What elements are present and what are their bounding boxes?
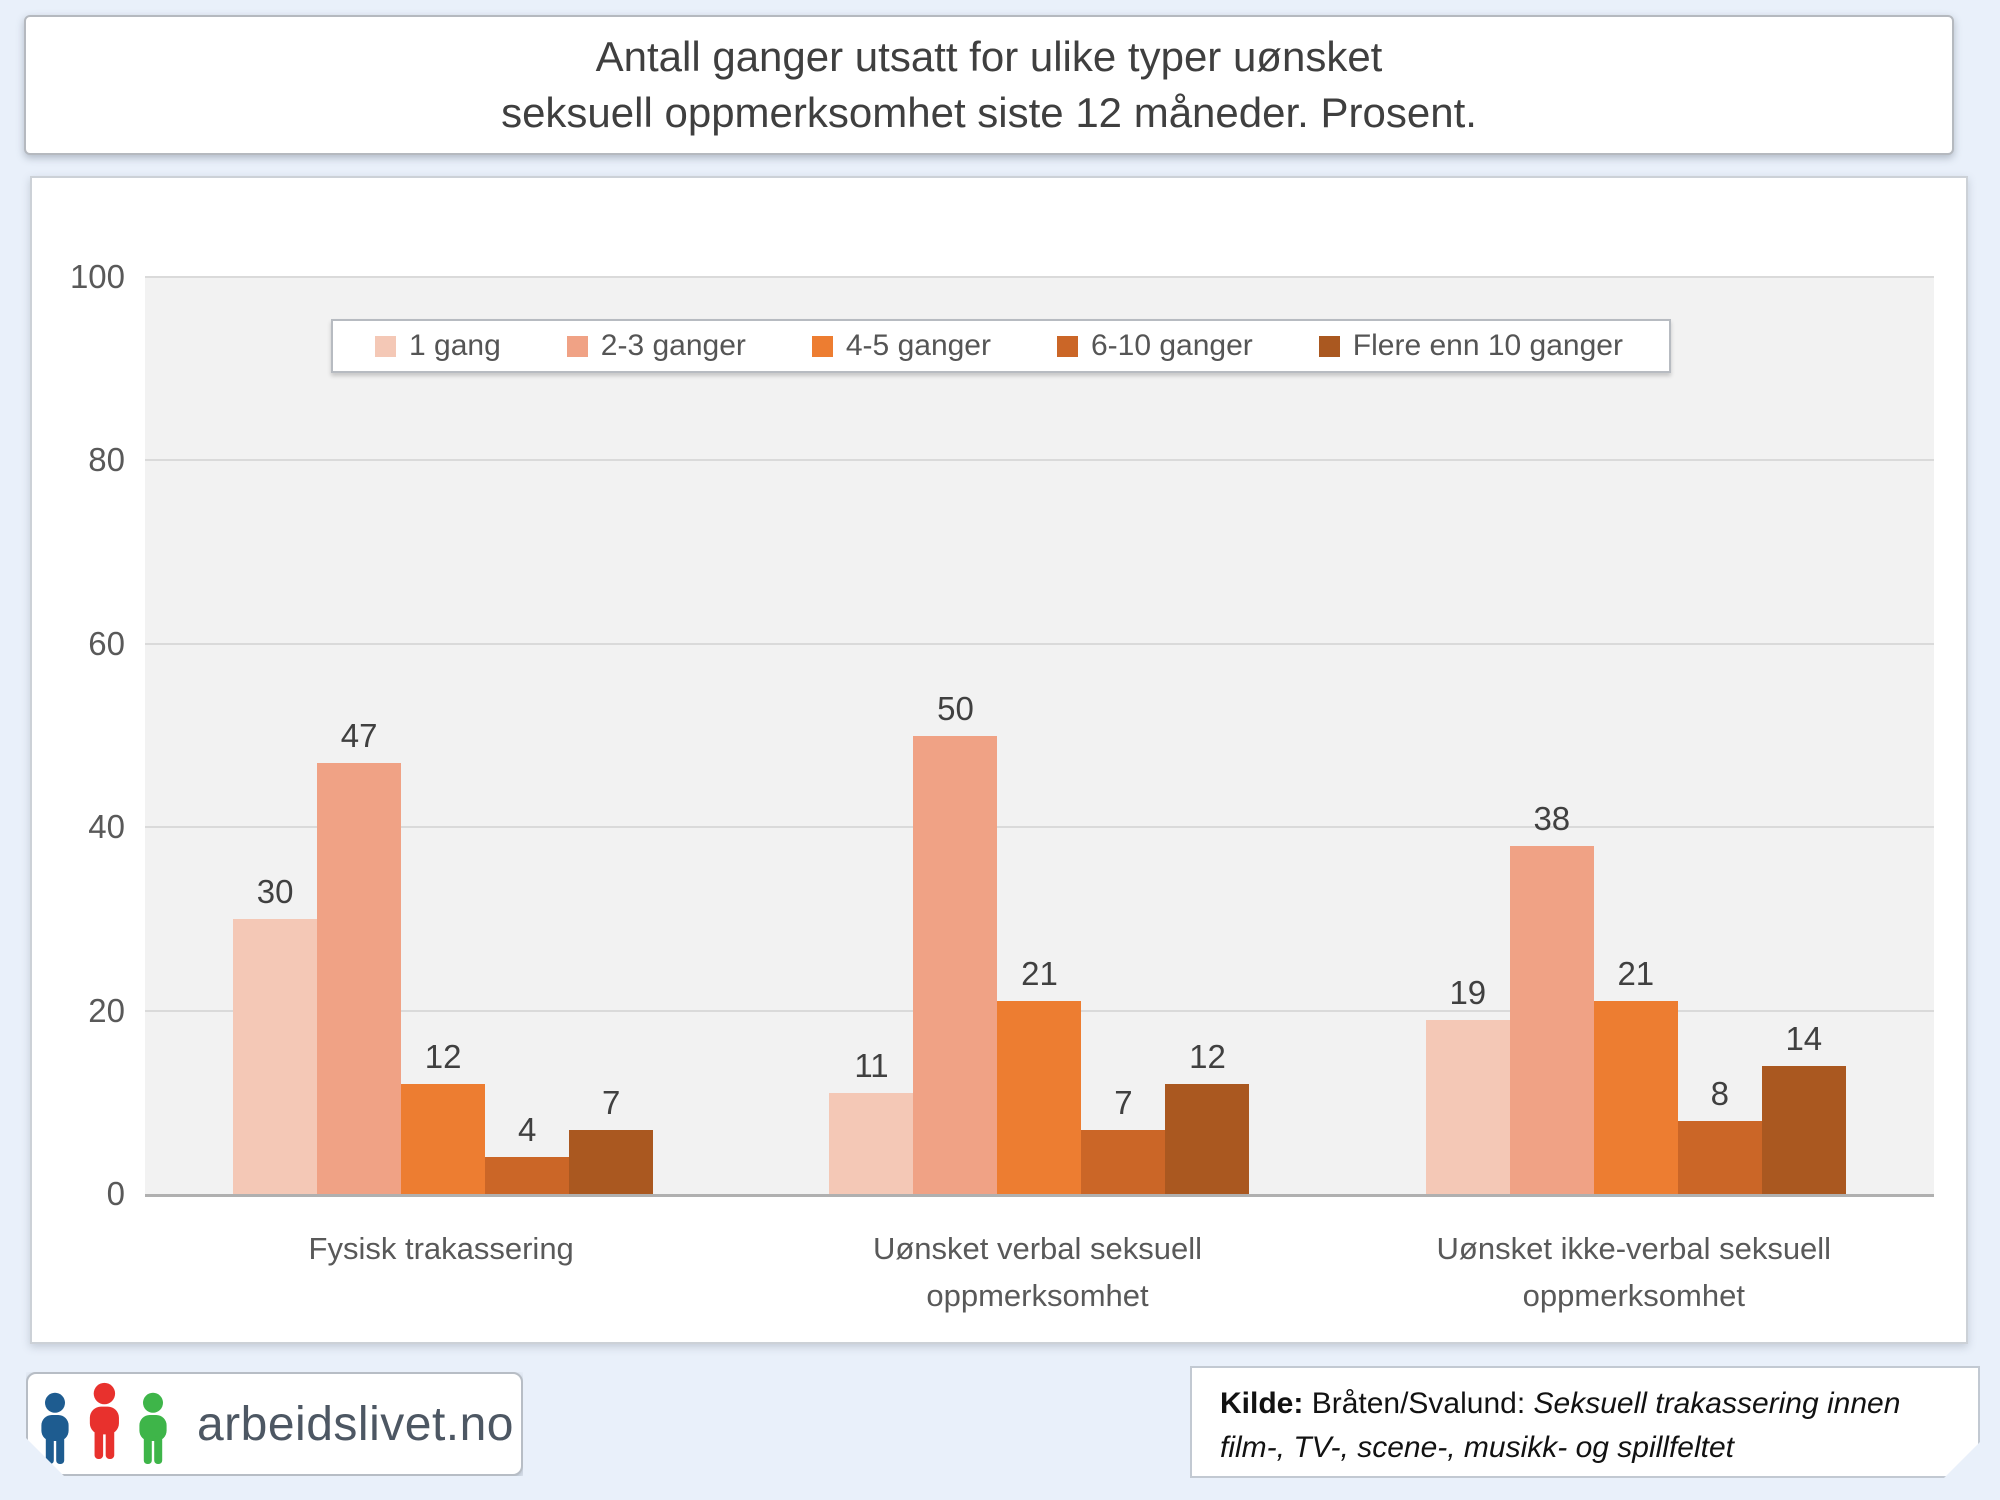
legend-item-2: 4-5 ganger	[811, 329, 991, 363]
bar-value-label: 11	[854, 1047, 889, 1085]
gridline-100	[145, 276, 1934, 278]
y-axis-tick-80: 80	[88, 441, 125, 479]
legend-item-4: Flere enn 10 ganger	[1318, 329, 1623, 363]
y-axis-tick-0: 0	[106, 1175, 125, 1212]
legend-label: 2-3 ganger	[600, 329, 746, 362]
category-label-2: Uønsket ikke-verbal seksuell oppmerksomh…	[1336, 1226, 1932, 1319]
category-label-text: Uønsket ikke-verbal seksuell oppmerksomh…	[1436, 1231, 1832, 1313]
bar-group-2: 19 38 21 8 14	[1338, 277, 1934, 1194]
bar-value-label: 12	[1189, 1037, 1226, 1075]
bar-value-label: 7	[601, 1083, 621, 1121]
legend-swatch-icon	[1318, 335, 1340, 357]
category-label-1: Uønsket verbal seksuell oppmerksomhet	[739, 1226, 1335, 1319]
chart-legend: 1 gang 2-3 ganger 4-5 ganger 6-10 ganger Fle…	[331, 319, 1671, 373]
bar-6-10-ganger-cat0: 4	[485, 1111, 570, 1194]
logo-text: arbeidslivet.no	[196, 1397, 514, 1451]
bar-value-label: 38	[1533, 799, 1571, 837]
y-axis-tick-60: 60	[88, 624, 125, 662]
bar-value-label: 47	[340, 717, 378, 755]
legend-swatch-icon	[811, 335, 833, 357]
bar-value-label: 21	[1021, 955, 1058, 993]
bar-2-3-ganger-cat0: 47	[317, 717, 402, 1194]
bar-flere-enn-10-ganger-cat1: 12	[1165, 1038, 1250, 1194]
source-author: Bråten/Svalund:	[1311, 1387, 1526, 1420]
bar-1-gang-cat1: 11	[829, 1047, 914, 1194]
y-axis-tick-20: 20	[88, 991, 125, 1029]
legend-swatch-icon	[1056, 335, 1078, 357]
bar-value-label: 14	[1785, 1019, 1823, 1057]
bar-1-gang-cat2: 19	[1425, 974, 1510, 1194]
legend-label: 4-5 ganger	[845, 329, 991, 362]
bar-value-label: 50	[937, 689, 974, 727]
bar-value-label: 21	[1617, 955, 1655, 993]
bar-6-10-ganger-cat2: 8	[1677, 1075, 1762, 1194]
logo-box: arbeidslivet.no	[26, 1372, 523, 1476]
chart-title-panel: Antall ganger utsatt for ulike typer uøn…	[24, 15, 1954, 155]
plot-area: 1 gang 2-3 ganger 4-5 ganger 6-10 ganger Fle…	[70, 258, 1934, 1212]
gridline-40	[145, 826, 1934, 829]
source-work-title: Seksuell trakassering innen film-, TV-, …	[1220, 1387, 1901, 1464]
bar-value-label: 30	[256, 872, 294, 910]
bar-4-5-ganger-cat1: 21	[997, 955, 1082, 1194]
legend-swatch-icon	[566, 335, 588, 357]
legend-item-1: 2-3 ganger	[566, 329, 746, 363]
bar-6-10-ganger-cat1: 7	[1081, 1084, 1166, 1194]
bar-value-label: 19	[1449, 973, 1487, 1011]
y-axis-tick-40: 40	[88, 808, 125, 846]
legend-label: Flere enn 10 ganger	[1352, 329, 1623, 362]
bar-2-3-ganger-cat1: 50	[913, 690, 998, 1194]
legend-label: 1 gang	[409, 329, 501, 362]
bar-4-5-ganger-cat2: 21	[1593, 955, 1678, 1194]
bar-flere-enn-10-ganger-cat2: 14	[1761, 1020, 1846, 1194]
chart-title-line2: seksuell oppmerksomhet siste 12 måneder.…	[501, 89, 1477, 136]
category-label-0: Fysisk trakassering	[143, 1226, 739, 1273]
bar-4-5-ganger-cat0: 12	[401, 1038, 486, 1194]
gridline-60	[145, 642, 1934, 645]
bar-group-1: 11 50 21 7 12	[741, 277, 1337, 1194]
bar-value-label: 7	[1114, 1083, 1133, 1121]
legend-swatch-icon	[375, 335, 396, 357]
bar-flere-enn-10-ganger-cat0: 7	[569, 1084, 654, 1194]
bar-value-label: 4	[517, 1111, 537, 1149]
bar-value-label: 12	[424, 1037, 462, 1075]
people-logo-icon	[35, 1382, 173, 1466]
bar-2-3-ganger-cat2: 38	[1509, 800, 1594, 1194]
legend-item-0: 1 gang	[375, 329, 501, 363]
chart-title: Antall ganger utsatt for ulike typer uøn…	[501, 29, 1477, 142]
category-label-text: Fysisk trakassering	[308, 1231, 574, 1266]
legend-label: 6-10 ganger	[1090, 329, 1253, 362]
chart-panel: 1 gang 2-3 ganger 4-5 ganger 6-10 ganger Fle…	[30, 176, 1968, 1344]
legend-item-3: 6-10 ganger	[1056, 329, 1253, 363]
chart-title-line1: Antall ganger utsatt for ulike typer uøn…	[595, 32, 1383, 80]
gridline-80	[145, 459, 1934, 462]
bar-value-label: 8	[1710, 1074, 1729, 1112]
y-axis-tick-100: 100	[69, 258, 125, 295]
bar-1-gang-cat0: 30	[233, 873, 318, 1194]
source-box: Kilde: Bråten/Svalund: Seksuell trakasse…	[1190, 1366, 1980, 1478]
category-label-text: Uønsket verbal seksuell oppmerksomhet	[872, 1231, 1203, 1313]
source-label: Kilde:	[1220, 1387, 1304, 1420]
bar-group-0: 30 47 12 4 7	[145, 277, 741, 1194]
